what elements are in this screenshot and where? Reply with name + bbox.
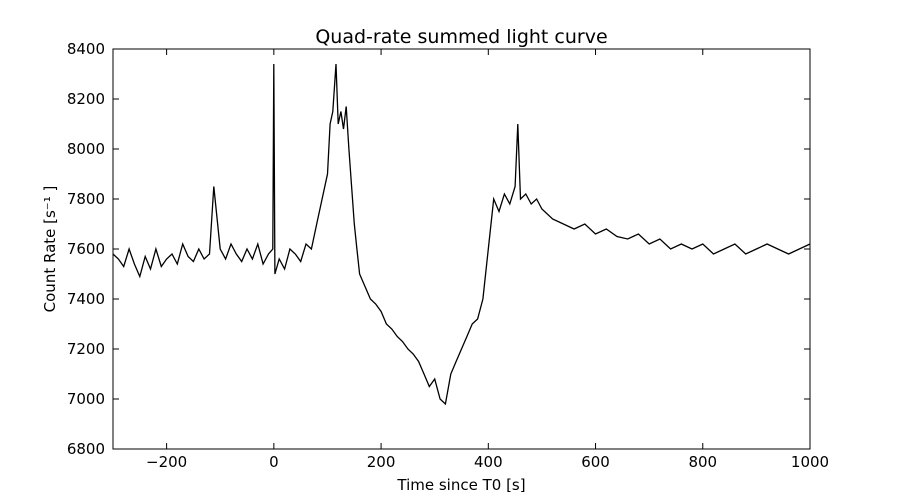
- y-tick-label: 8000: [67, 140, 105, 158]
- x-tick-label: 0: [269, 453, 279, 471]
- y-tick-label: 8200: [67, 90, 105, 108]
- tick-layer: −200 0 200 400 600 800 1000 6800 7000 7200 7400 760…: [67, 40, 829, 471]
- x-tick-label: −200: [146, 453, 187, 471]
- x-tick-label: 1000: [791, 453, 829, 471]
- y-tick-label: 7000: [67, 390, 105, 408]
- x-tick-label: 400: [474, 453, 503, 471]
- x-axis-label: Time since T0 [s]: [396, 476, 525, 494]
- x-tick-label: 600: [581, 453, 610, 471]
- x-tick-label: 200: [367, 453, 396, 471]
- plot-frame: [112, 48, 811, 450]
- y-tick-label: 8400: [67, 40, 105, 58]
- plot-background: [113, 49, 810, 449]
- y-tick-label: 7800: [67, 190, 105, 208]
- series-layer: [112, 63, 811, 406]
- chart-title: Quad-rate summed light curve: [315, 26, 607, 48]
- y-tick-label: 7200: [67, 340, 105, 358]
- y-axis-label: Count Rate [s⁻¹ ]: [41, 186, 59, 313]
- y-tick-label: 7600: [67, 240, 105, 258]
- light-curve-line: [112, 63, 811, 406]
- y-tick-label: 6800: [67, 440, 105, 458]
- y-tick-label: 7400: [67, 290, 105, 308]
- x-tick-label: 800: [688, 453, 717, 471]
